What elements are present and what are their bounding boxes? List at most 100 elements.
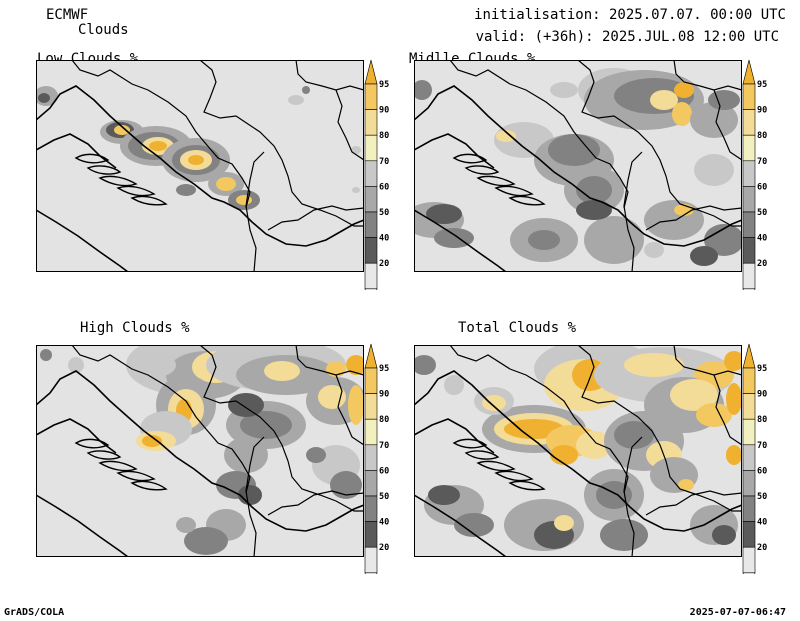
- island: [130, 480, 168, 491]
- cloud-area: [712, 525, 736, 545]
- cloud-area: [482, 395, 506, 411]
- colorbar-segment: [742, 521, 756, 548]
- cloud-area: [600, 519, 648, 551]
- colorbar-mid: 95 90 80 70 60 50 40 20: [740, 58, 770, 290]
- colorbar-bottom-arrow: [742, 572, 756, 574]
- island: [98, 175, 138, 187]
- cloud-area: [708, 90, 740, 110]
- country-border: [623, 151, 643, 272]
- colorbar-segment: [742, 109, 756, 136]
- cloud-area: [704, 224, 742, 256]
- colorbar-label: 40: [379, 518, 389, 528]
- product-name: Clouds: [78, 22, 129, 38]
- colorbar-segment: [364, 237, 378, 264]
- island: [464, 165, 500, 175]
- map-total-clouds: [414, 345, 742, 557]
- country-border: [295, 345, 364, 376]
- country-border: [71, 345, 251, 494]
- cloud-area: [38, 93, 50, 103]
- coastline: [36, 85, 364, 247]
- country-border: [645, 205, 742, 231]
- cloud-area: [454, 513, 494, 537]
- cloud-area: [584, 216, 644, 264]
- colorbar-label: 70: [379, 157, 389, 167]
- cloud-area: [318, 385, 346, 409]
- coastline: [36, 370, 364, 532]
- cloud-area: [184, 527, 228, 555]
- colorbar-label: 60: [757, 466, 767, 476]
- colorbar-label: 20: [757, 543, 767, 553]
- cloud-area: [236, 195, 252, 205]
- map-frame: [36, 345, 364, 557]
- colorbar-svg: 95 90 80 70 60 50 40 20: [742, 343, 767, 574]
- colorbar-bottom-arrow: [364, 288, 378, 290]
- colorbar-label: 40: [757, 518, 767, 528]
- island: [116, 185, 156, 197]
- colorbar-label: 20: [379, 543, 389, 553]
- colorbar-svg: 95 90 80 70 60 50 40 20: [742, 59, 767, 290]
- cloud-area: [554, 515, 574, 531]
- island: [86, 165, 122, 175]
- coastline: [36, 418, 117, 454]
- country-border: [335, 374, 364, 446]
- island: [74, 438, 110, 449]
- colorbar-label: 70: [757, 157, 767, 167]
- valid-time: valid: (+36h): 2025.JUL.08 12:00 UTC: [475, 29, 779, 45]
- colorbar-svg: 95 90 80 70 60 50 40 20: [364, 343, 389, 574]
- cloud-area: [40, 349, 52, 361]
- map-frame: [36, 60, 364, 272]
- island: [476, 175, 516, 187]
- cloud-area: [176, 517, 196, 533]
- cloud-area: [674, 82, 694, 98]
- cloud-area: [694, 154, 734, 186]
- cloud-area: [306, 447, 326, 463]
- colorbar-bottom-arrow: [742, 288, 756, 290]
- colorbar-segment: [364, 546, 378, 574]
- cloud-area: [434, 228, 474, 248]
- colorbar-label: 80: [757, 131, 767, 141]
- island: [508, 480, 546, 491]
- cloud-area: [414, 80, 432, 100]
- cloud-area: [216, 177, 236, 191]
- colorbar-segment: [742, 546, 756, 574]
- cloud-area: [352, 187, 360, 193]
- colorbar-top-arrow: [742, 59, 756, 85]
- cloud-area: [176, 184, 196, 196]
- country-border: [245, 151, 265, 272]
- country-border: [199, 60, 364, 227]
- map-svg: [36, 345, 364, 557]
- island: [494, 185, 534, 197]
- cloud-area: [670, 379, 718, 411]
- coastline: [36, 133, 117, 169]
- cloud-area: [444, 375, 464, 395]
- colorbar-segment: [742, 262, 756, 290]
- colorbar-label: 50: [757, 492, 767, 502]
- colorbar-total: 95 90 80 70 60 50 40 20: [740, 342, 770, 574]
- panel-title-total: Total Clouds %: [458, 320, 577, 336]
- cloud-area: [726, 445, 742, 465]
- colorbar-label: 80: [757, 415, 767, 425]
- cloud-area: [288, 95, 304, 105]
- cloud-area: [624, 353, 684, 377]
- colorbar-label: 50: [757, 208, 767, 218]
- colorbar-label: 90: [379, 106, 389, 116]
- cloud-area: [188, 155, 204, 165]
- cloud-area: [496, 130, 516, 142]
- coastline: [414, 418, 495, 454]
- colorbar-label: 60: [757, 182, 767, 192]
- colorbar-label: 95: [379, 364, 389, 374]
- cloud-area: [576, 431, 612, 459]
- colorbar-segment: [364, 418, 378, 446]
- colorbar-segment: [364, 470, 378, 497]
- colorbar-segment: [742, 134, 756, 162]
- colorbar-segment: [364, 134, 378, 162]
- colorbar-label: 20: [757, 259, 767, 269]
- country-border: [449, 60, 629, 209]
- cloud-area: [550, 82, 578, 98]
- country-border: [335, 89, 364, 161]
- coastline: [414, 494, 507, 557]
- colorbar-label: 50: [379, 208, 389, 218]
- colorbar-segment: [742, 393, 756, 420]
- panel-title-high: High Clouds %: [80, 320, 190, 336]
- colorbar-segment: [364, 262, 378, 290]
